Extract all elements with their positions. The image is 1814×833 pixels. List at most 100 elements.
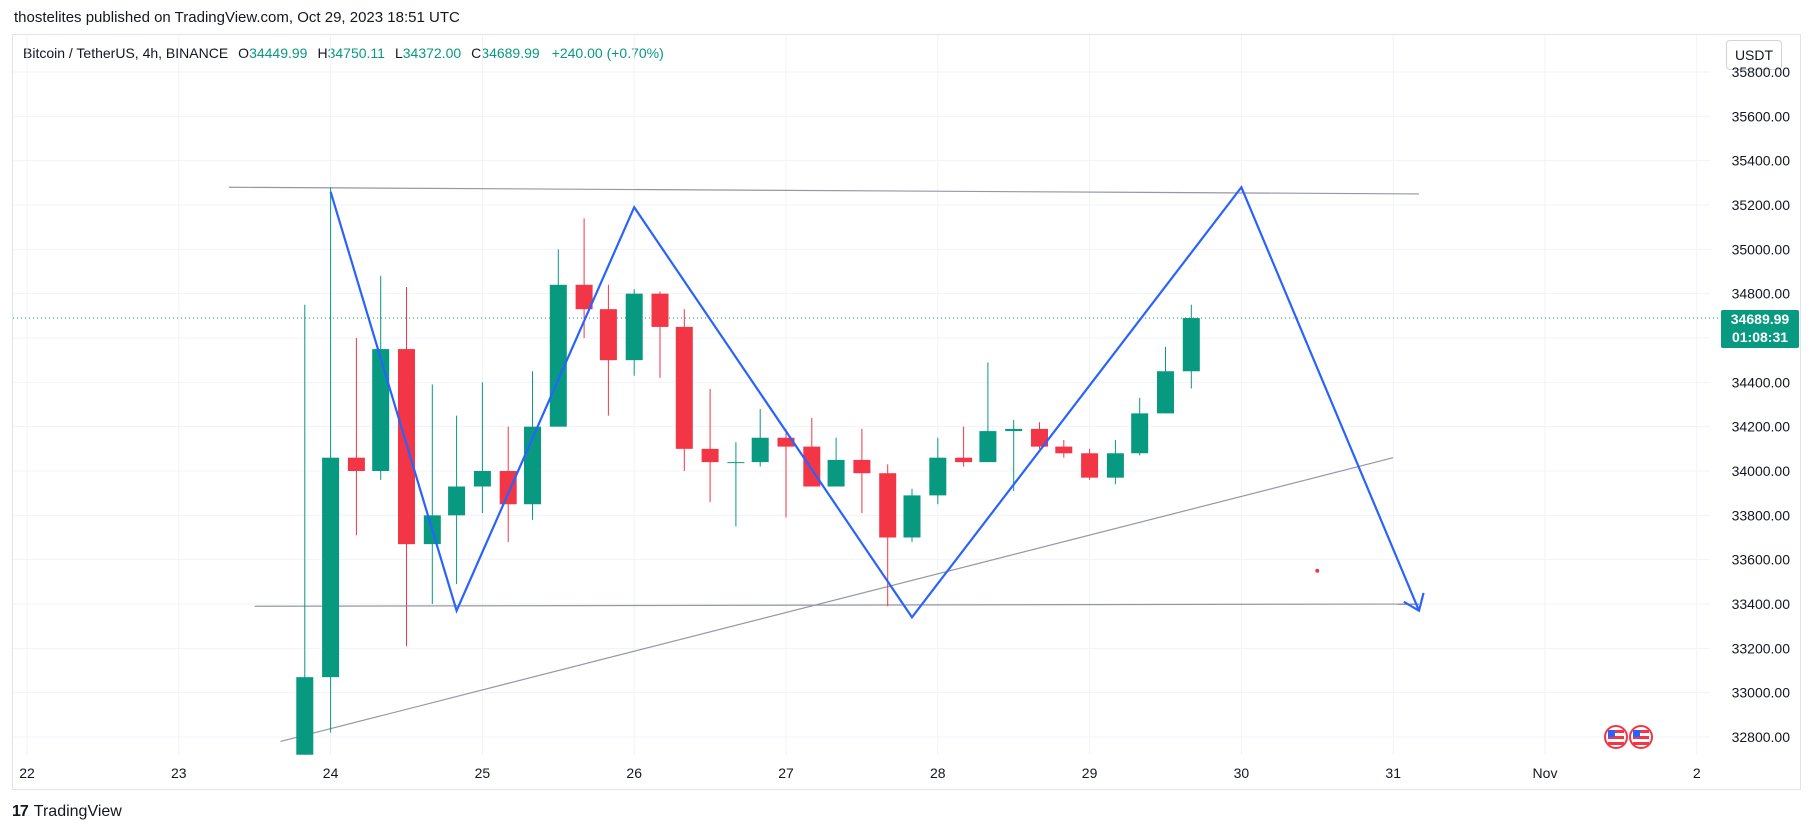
candle[interactable]: [625, 289, 643, 376]
flag-icons[interactable]: [1604, 725, 1653, 749]
y-tick-label: 34000.00: [1732, 463, 1791, 479]
candle-body: [322, 457, 340, 678]
tradingview-logo-icon: 17: [12, 803, 29, 820]
candle-body: [929, 457, 947, 496]
candle[interactable]: [651, 291, 669, 378]
candle[interactable]: [1182, 304, 1200, 389]
candles[interactable]: [296, 187, 1200, 755]
candle-body: [979, 431, 997, 463]
candle[interactable]: [675, 309, 693, 471]
grid: [13, 35, 1710, 755]
candle-body: [651, 293, 669, 327]
x-tick-label: 28: [930, 765, 946, 781]
price-axis[interactable]: 35800.00 35600.00 35400.00 35200.00 35000.00…: [1732, 64, 1791, 745]
candle[interactable]: [827, 437, 845, 487]
zigzag-projection-line[interactable]: [329, 185, 1421, 620]
chart-frame: [12, 34, 1801, 790]
candle[interactable]: [701, 388, 719, 503]
candle-body: [803, 446, 821, 487]
tradingview-logo[interactable]: 17 TradingView: [12, 803, 122, 821]
candle[interactable]: [1081, 448, 1099, 480]
us-flag-icon[interactable]: [1629, 725, 1653, 749]
candle-body: [727, 462, 745, 464]
candle-body: [1005, 428, 1023, 432]
candle-body: [955, 457, 973, 463]
candle-body: [751, 437, 769, 463]
candle[interactable]: [599, 284, 617, 416]
candle-body: [1157, 371, 1174, 414]
y-tick-label: 33000.00: [1732, 685, 1791, 701]
x-tick-label: 2: [1693, 765, 1701, 781]
rising-trendline: [280, 457, 1394, 743]
y-tick-label: 34200.00: [1732, 419, 1791, 435]
candle-body: [827, 459, 845, 487]
publisher-line: thostelites published on TradingView.com…: [14, 9, 460, 26]
candle-body: [1055, 446, 1073, 454]
candle[interactable]: [322, 187, 340, 733]
candle-body: [1031, 428, 1049, 447]
candle[interactable]: [549, 249, 567, 427]
candle-body: [879, 473, 897, 538]
candle[interactable]: [727, 442, 745, 527]
y-tick-label: 34800.00: [1732, 286, 1791, 302]
candle[interactable]: [1031, 422, 1049, 449]
x-tick-label: 25: [475, 765, 491, 781]
x-tick-label: 26: [626, 765, 642, 781]
time-axis[interactable]: 22 23 24 25 26 27 28 29 30 31 Nov 2: [19, 765, 1701, 781]
x-tick-label: 31: [1385, 765, 1401, 781]
candle-body: [853, 459, 871, 474]
price-badge: 34689.99 01:08:31: [1721, 310, 1799, 349]
currency-button[interactable]: USDT: [1726, 40, 1782, 70]
trendlines: [228, 186, 1420, 743]
y-tick-label: 33400.00: [1732, 596, 1791, 612]
candle[interactable]: [448, 415, 466, 585]
change-value: +240.00 (+0.70%): [551, 45, 664, 61]
candle-body: [347, 457, 365, 471]
candle-body: [296, 677, 314, 755]
price-badge-price: 34689.99: [1731, 311, 1790, 327]
candle[interactable]: [423, 384, 441, 604]
pattern-drawing[interactable]: [329, 185, 1425, 620]
candle[interactable]: [955, 426, 973, 467]
open-value: 34449.99: [249, 45, 308, 61]
candle[interactable]: [903, 488, 921, 542]
candle-body: [1182, 318, 1200, 372]
x-tick-label: 27: [778, 765, 794, 781]
candle[interactable]: [1055, 439, 1073, 458]
x-tick-label: 29: [1082, 765, 1098, 781]
y-tick-label: 33600.00: [1732, 552, 1791, 568]
candle[interactable]: [979, 362, 997, 463]
candle[interactable]: [751, 408, 769, 467]
candle[interactable]: [296, 304, 314, 755]
candle[interactable]: [499, 426, 517, 542]
symbol-name[interactable]: Bitcoin / TetherUS, 4h, BINANCE: [23, 45, 229, 61]
open-label: O: [238, 45, 250, 61]
candle[interactable]: [929, 437, 947, 505]
candle[interactable]: [1131, 397, 1149, 456]
candle[interactable]: [372, 275, 390, 480]
marker-dot: [1315, 568, 1320, 573]
candle[interactable]: [347, 338, 365, 536]
candle[interactable]: [777, 428, 795, 518]
symbol-legend: Bitcoin / TetherUS, 4h, BINANCE O 34449.9…: [23, 45, 664, 61]
candle-body: [625, 293, 643, 361]
candle-body: [599, 309, 617, 361]
y-tick-label: 32800.00: [1732, 729, 1791, 745]
candle-body: [701, 448, 719, 463]
candle[interactable]: [1157, 346, 1174, 414]
y-tick-label: 35200.00: [1732, 197, 1791, 213]
high-label: H: [317, 45, 328, 61]
candle[interactable]: [473, 382, 491, 514]
x-tick-label: Nov: [1533, 765, 1558, 781]
candle[interactable]: [1005, 420, 1023, 491]
candle[interactable]: [1106, 439, 1124, 485]
candle[interactable]: [803, 417, 821, 487]
candle[interactable]: [853, 428, 871, 514]
candle-body: [499, 471, 517, 505]
us-flag-icon[interactable]: [1604, 725, 1628, 749]
candle[interactable]: [523, 371, 541, 520]
y-tick-label: 34400.00: [1732, 374, 1791, 390]
candle[interactable]: [575, 218, 593, 338]
candle-body: [675, 326, 693, 449]
